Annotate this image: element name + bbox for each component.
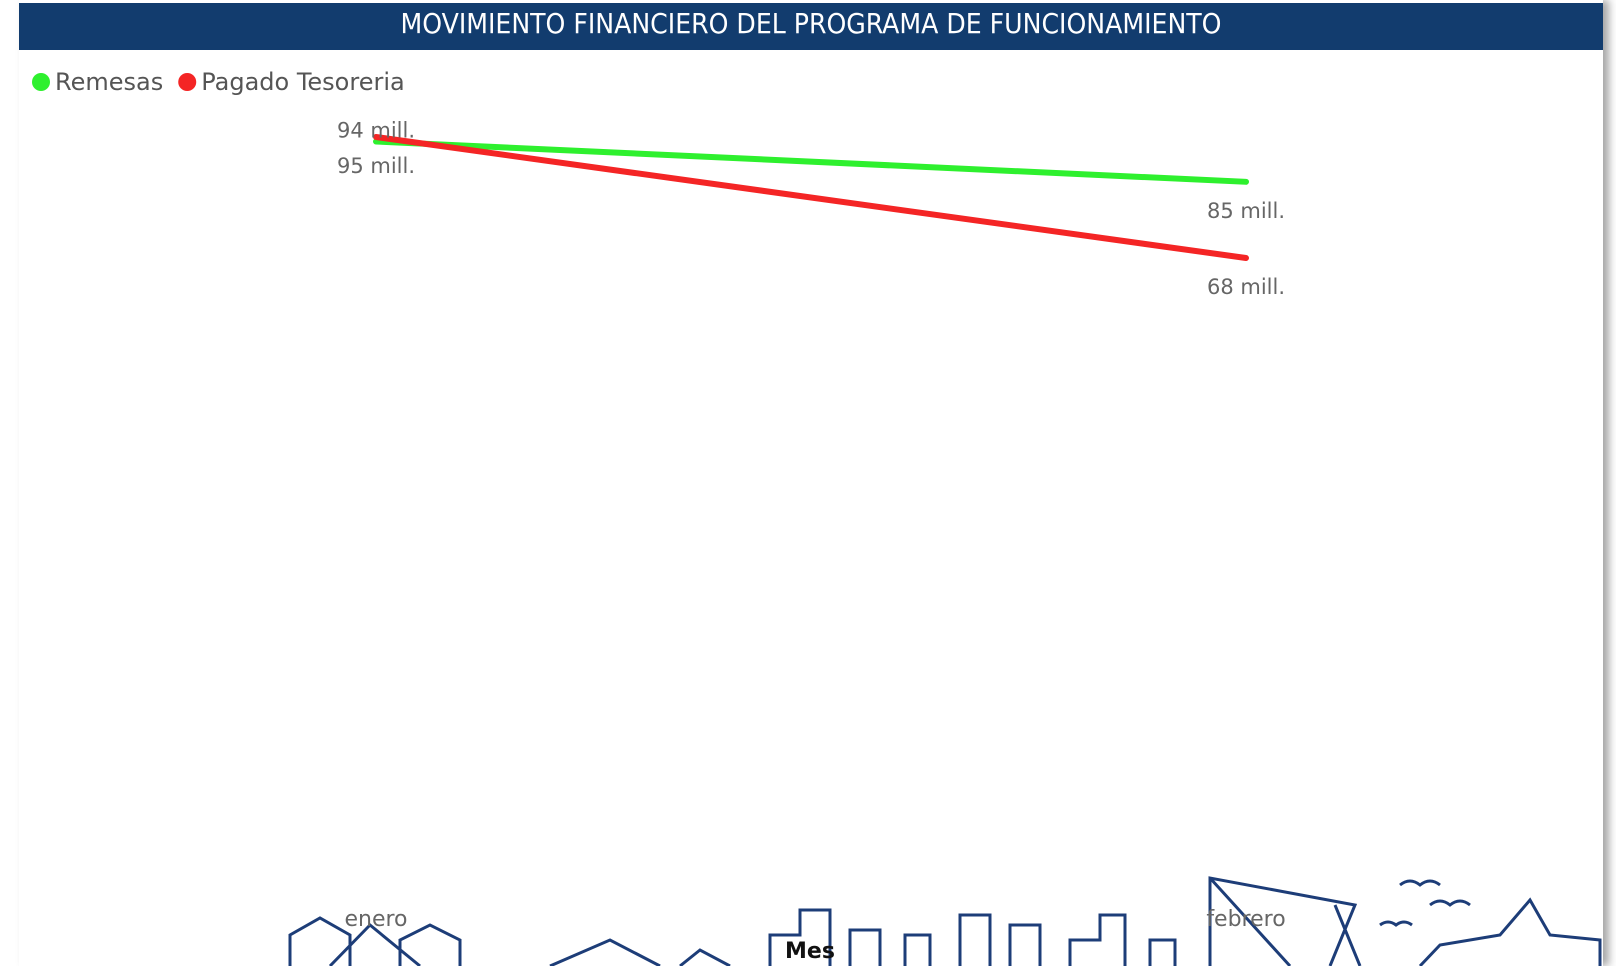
legend-marker — [178, 73, 196, 91]
chart: MOVIMIENTO FINANCIERO DEL PROGRAMA DE FU… — [0, 0, 1616, 966]
data-label: 85 mill. — [1207, 199, 1285, 223]
chart-title: MOVIMIENTO FINANCIERO DEL PROGRAMA DE FU… — [401, 7, 1222, 40]
page: {"chart_data": {"type": "line", "title":… — [0, 0, 1616, 966]
data-label: 94 mill. — [337, 118, 415, 142]
series-line — [376, 137, 1246, 258]
series-line — [376, 141, 1246, 181]
data-label: 95 mill. — [337, 154, 415, 178]
x-tick-label: enero — [344, 907, 407, 932]
x-axis-title: Mes — [785, 939, 835, 964]
legend-label: Pagado Tesoreria — [201, 68, 404, 96]
legend-marker — [32, 73, 50, 91]
skyline-decoration — [290, 878, 1600, 966]
legend-label: Remesas — [55, 68, 163, 96]
data-label: 68 mill. — [1207, 275, 1285, 299]
x-tick-label: febrero — [1206, 907, 1285, 932]
